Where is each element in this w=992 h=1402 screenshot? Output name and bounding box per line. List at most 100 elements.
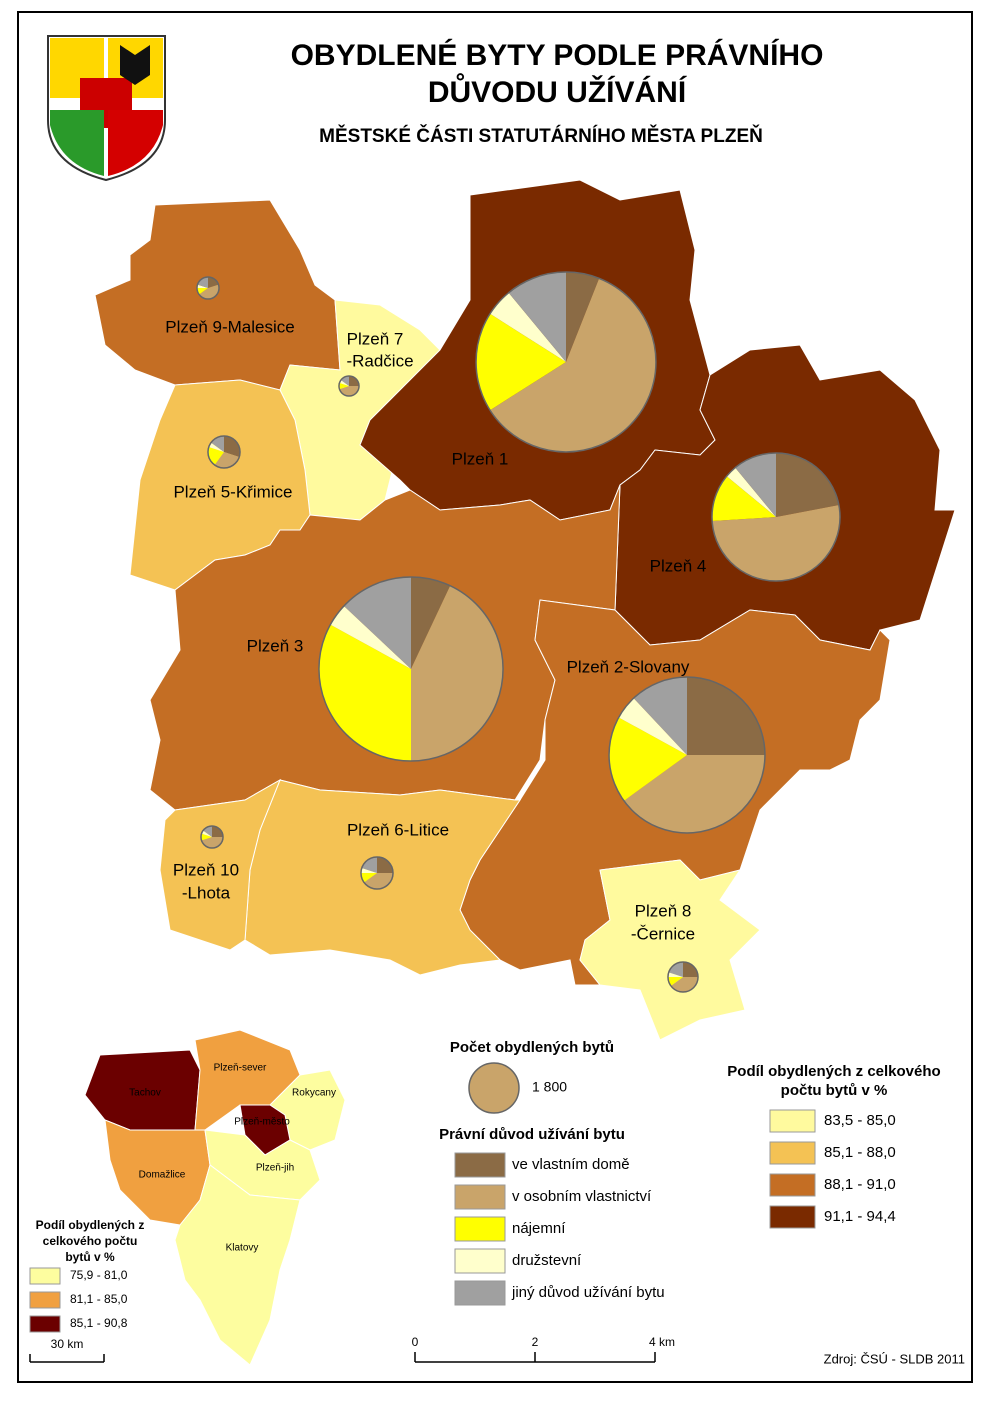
inset-scale-label: 30 km (51, 1337, 84, 1351)
pie-slice (776, 452, 839, 517)
pie-outline (711, 452, 841, 582)
inset-region (174, 1164, 301, 1366)
pie-outline (360, 856, 394, 890)
district-label: Plzeň 4 (650, 556, 707, 575)
inset-label: Rokycany (292, 1088, 336, 1099)
pie-slice (490, 278, 656, 452)
class-legend-title: počtu bytů v % (781, 1082, 888, 1099)
legend-swatch (769, 1173, 816, 1197)
legend-swatch (454, 1152, 506, 1178)
pie-slice (411, 585, 504, 762)
pie-outline (667, 961, 699, 993)
pie-outline (207, 435, 241, 469)
pie-slice (726, 467, 776, 517)
inset-label: Domažlice (139, 1170, 186, 1181)
pie-slice (339, 380, 349, 386)
pie-slice (618, 698, 687, 755)
inset-legend-title: bytů v % (65, 1250, 115, 1264)
legend-label: družstevní (512, 1252, 582, 1269)
pie-slice (508, 272, 566, 362)
pie-outline (196, 276, 220, 300)
pie-slice (200, 833, 212, 841)
coat-of-arms (47, 35, 166, 182)
pie-slice (208, 276, 219, 288)
inset-legend-title: celkového počtu (43, 1234, 138, 1248)
district-label: Plzeň 1 (452, 449, 509, 468)
district (159, 778, 281, 951)
legend-label: ve vlastním domě (512, 1156, 630, 1173)
legend-label: 85,1 - 90,8 (70, 1316, 128, 1330)
legend-swatch (769, 1109, 816, 1133)
legend-swatch (29, 1267, 61, 1285)
legend-swatch (454, 1216, 506, 1242)
pie-outline (475, 271, 657, 453)
district-label: Plzeň 8 (635, 901, 692, 920)
inset-label: Tachov (129, 1088, 161, 1099)
legend-swatch (454, 1280, 506, 1306)
scale-label: 2 (532, 1335, 539, 1349)
pie-slice (343, 576, 411, 669)
district (579, 859, 761, 1041)
pie-slice (207, 447, 224, 465)
pie-slice (490, 292, 566, 362)
district-label: -Černice (631, 924, 695, 943)
pie-slice (339, 386, 360, 397)
district-label: Plzeň 2-Slovany (567, 657, 690, 676)
pie-slice (667, 977, 683, 986)
title: OBYDLENÉ BYTY PODLE PRÁVNÍHO (291, 38, 824, 72)
pie-slice (360, 873, 377, 883)
legend-swatch (29, 1291, 61, 1309)
legend-swatch (769, 1141, 816, 1165)
legend-swatch (769, 1205, 816, 1229)
district-label: -Radčice (346, 351, 413, 370)
title: DŮVODU UŽÍVÁNÍ (428, 73, 687, 109)
pie-outline (200, 825, 224, 849)
legend-swatch (454, 1184, 506, 1210)
inset-label: Klatovy (226, 1243, 259, 1254)
legend-label: jiný důvod užívání bytu (511, 1284, 665, 1301)
district-label: Plzeň 7 (347, 329, 404, 348)
pie-slice (668, 961, 683, 977)
district-label: -Lhota (182, 883, 231, 902)
legend-swatch (454, 1248, 506, 1274)
pie-slice (667, 972, 683, 977)
inset-label: Plzeň-město (234, 1117, 290, 1128)
pie-slice (330, 605, 411, 669)
size-legend-label: 1 800 (532, 1079, 567, 1095)
class-legend-title: Podíl obydlených z celkového (727, 1063, 940, 1080)
legend-swatch (29, 1315, 61, 1333)
inset-label: Plzeň-sever (214, 1063, 267, 1074)
category-legend-title: Právní důvod užívání bytu (439, 1126, 625, 1143)
pie-slice (711, 476, 776, 522)
source: Zdroj: ČSÚ - SLDB 2011 (824, 1351, 965, 1366)
scale-label: 0 (412, 1335, 419, 1349)
pie-slice (633, 677, 687, 755)
pie-outline (608, 676, 766, 834)
pie-outline (318, 576, 504, 762)
pie-slice (197, 276, 208, 288)
pie-slice (476, 313, 566, 411)
pie-slice (623, 755, 765, 833)
pie-slice (224, 435, 241, 457)
pie-slice (208, 442, 224, 452)
pie-slice (377, 856, 394, 873)
pie-slice (364, 873, 394, 890)
district-label: Plzeň 6-Litice (347, 820, 449, 839)
pie-outline (338, 375, 360, 397)
legend-label: 83,5 - 85,0 (824, 1112, 896, 1129)
pie-slice (566, 272, 600, 362)
pie-slice (196, 284, 208, 288)
inset-label: Plzeň-jih (256, 1163, 294, 1174)
pie-slice (338, 382, 349, 390)
pie-slice (214, 452, 240, 469)
district-label: Plzeň 9-Malesice (165, 317, 294, 336)
pie-slice (609, 717, 687, 801)
district-label: Plzeň 3 (247, 636, 304, 655)
legend-label: v osobním vlastnictví (512, 1188, 652, 1205)
legend-label: 81,1 - 85,0 (70, 1292, 128, 1306)
pie-slice (201, 830, 212, 837)
size-legend-title: Počet obydlených bytů (450, 1039, 614, 1056)
subtitle: MĚSTSKÉ ČÁSTI STATUTÁRNÍHO MĚSTA PLZEŇ (319, 125, 763, 147)
pie-slice (670, 977, 699, 993)
